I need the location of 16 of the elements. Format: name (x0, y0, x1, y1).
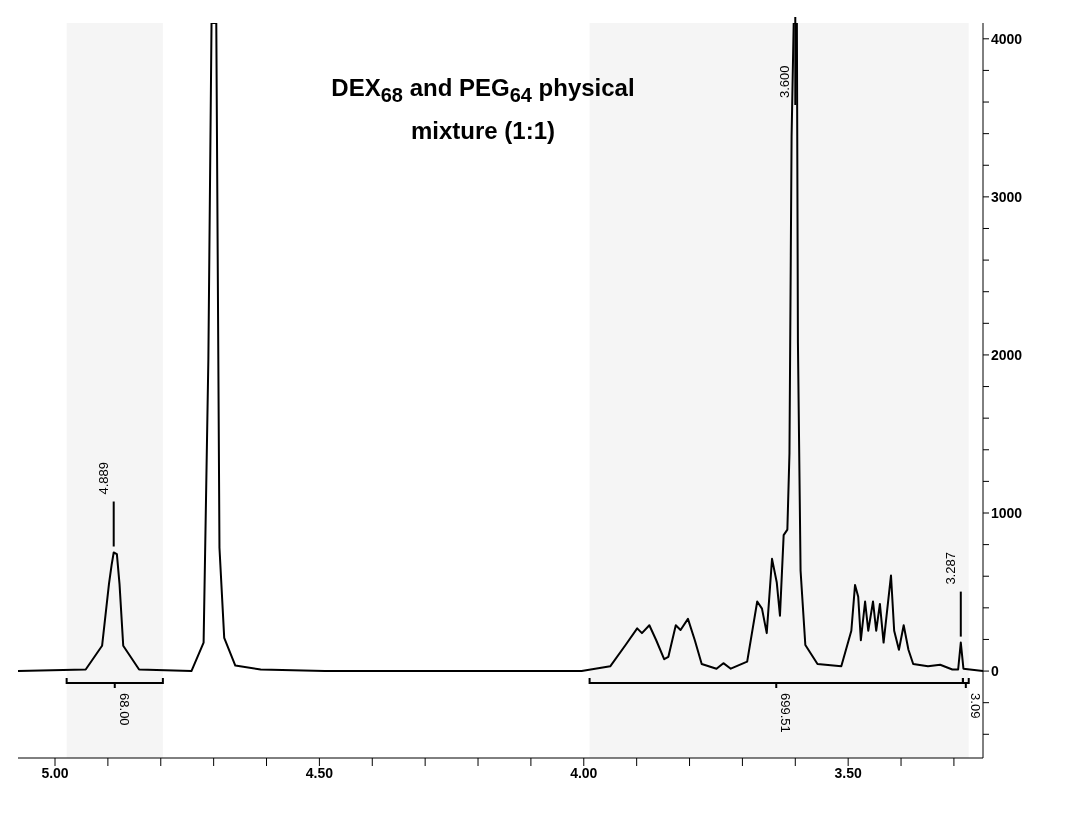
band-label: 3.09 (967, 693, 983, 719)
band-label: 699.51 (778, 693, 794, 733)
text: DEX$_{68}$ and PEG$_{64}$ physical mixture (1:1) (330, 73, 636, 146)
y-tick-label: 3000 (991, 188, 1023, 205)
x-tick-label: 4.00 (570, 764, 598, 781)
x-tick-label: 3.50 (834, 764, 862, 781)
x-tick-label: 4.50 (305, 764, 334, 781)
y-tick-label: 2000 (991, 346, 1023, 363)
y-tick-label: 1000 (991, 504, 1023, 521)
annotation: 3.600 (777, 65, 793, 98)
x-tick-label: 5.00 (41, 764, 69, 781)
y-tick-label: 4000 (991, 30, 1023, 47)
y-tick-label: 0 (991, 663, 999, 680)
annotation: 4.889 (95, 461, 111, 495)
annotation: 3.287 (942, 552, 958, 585)
band-label: 68.00 (116, 693, 132, 726)
